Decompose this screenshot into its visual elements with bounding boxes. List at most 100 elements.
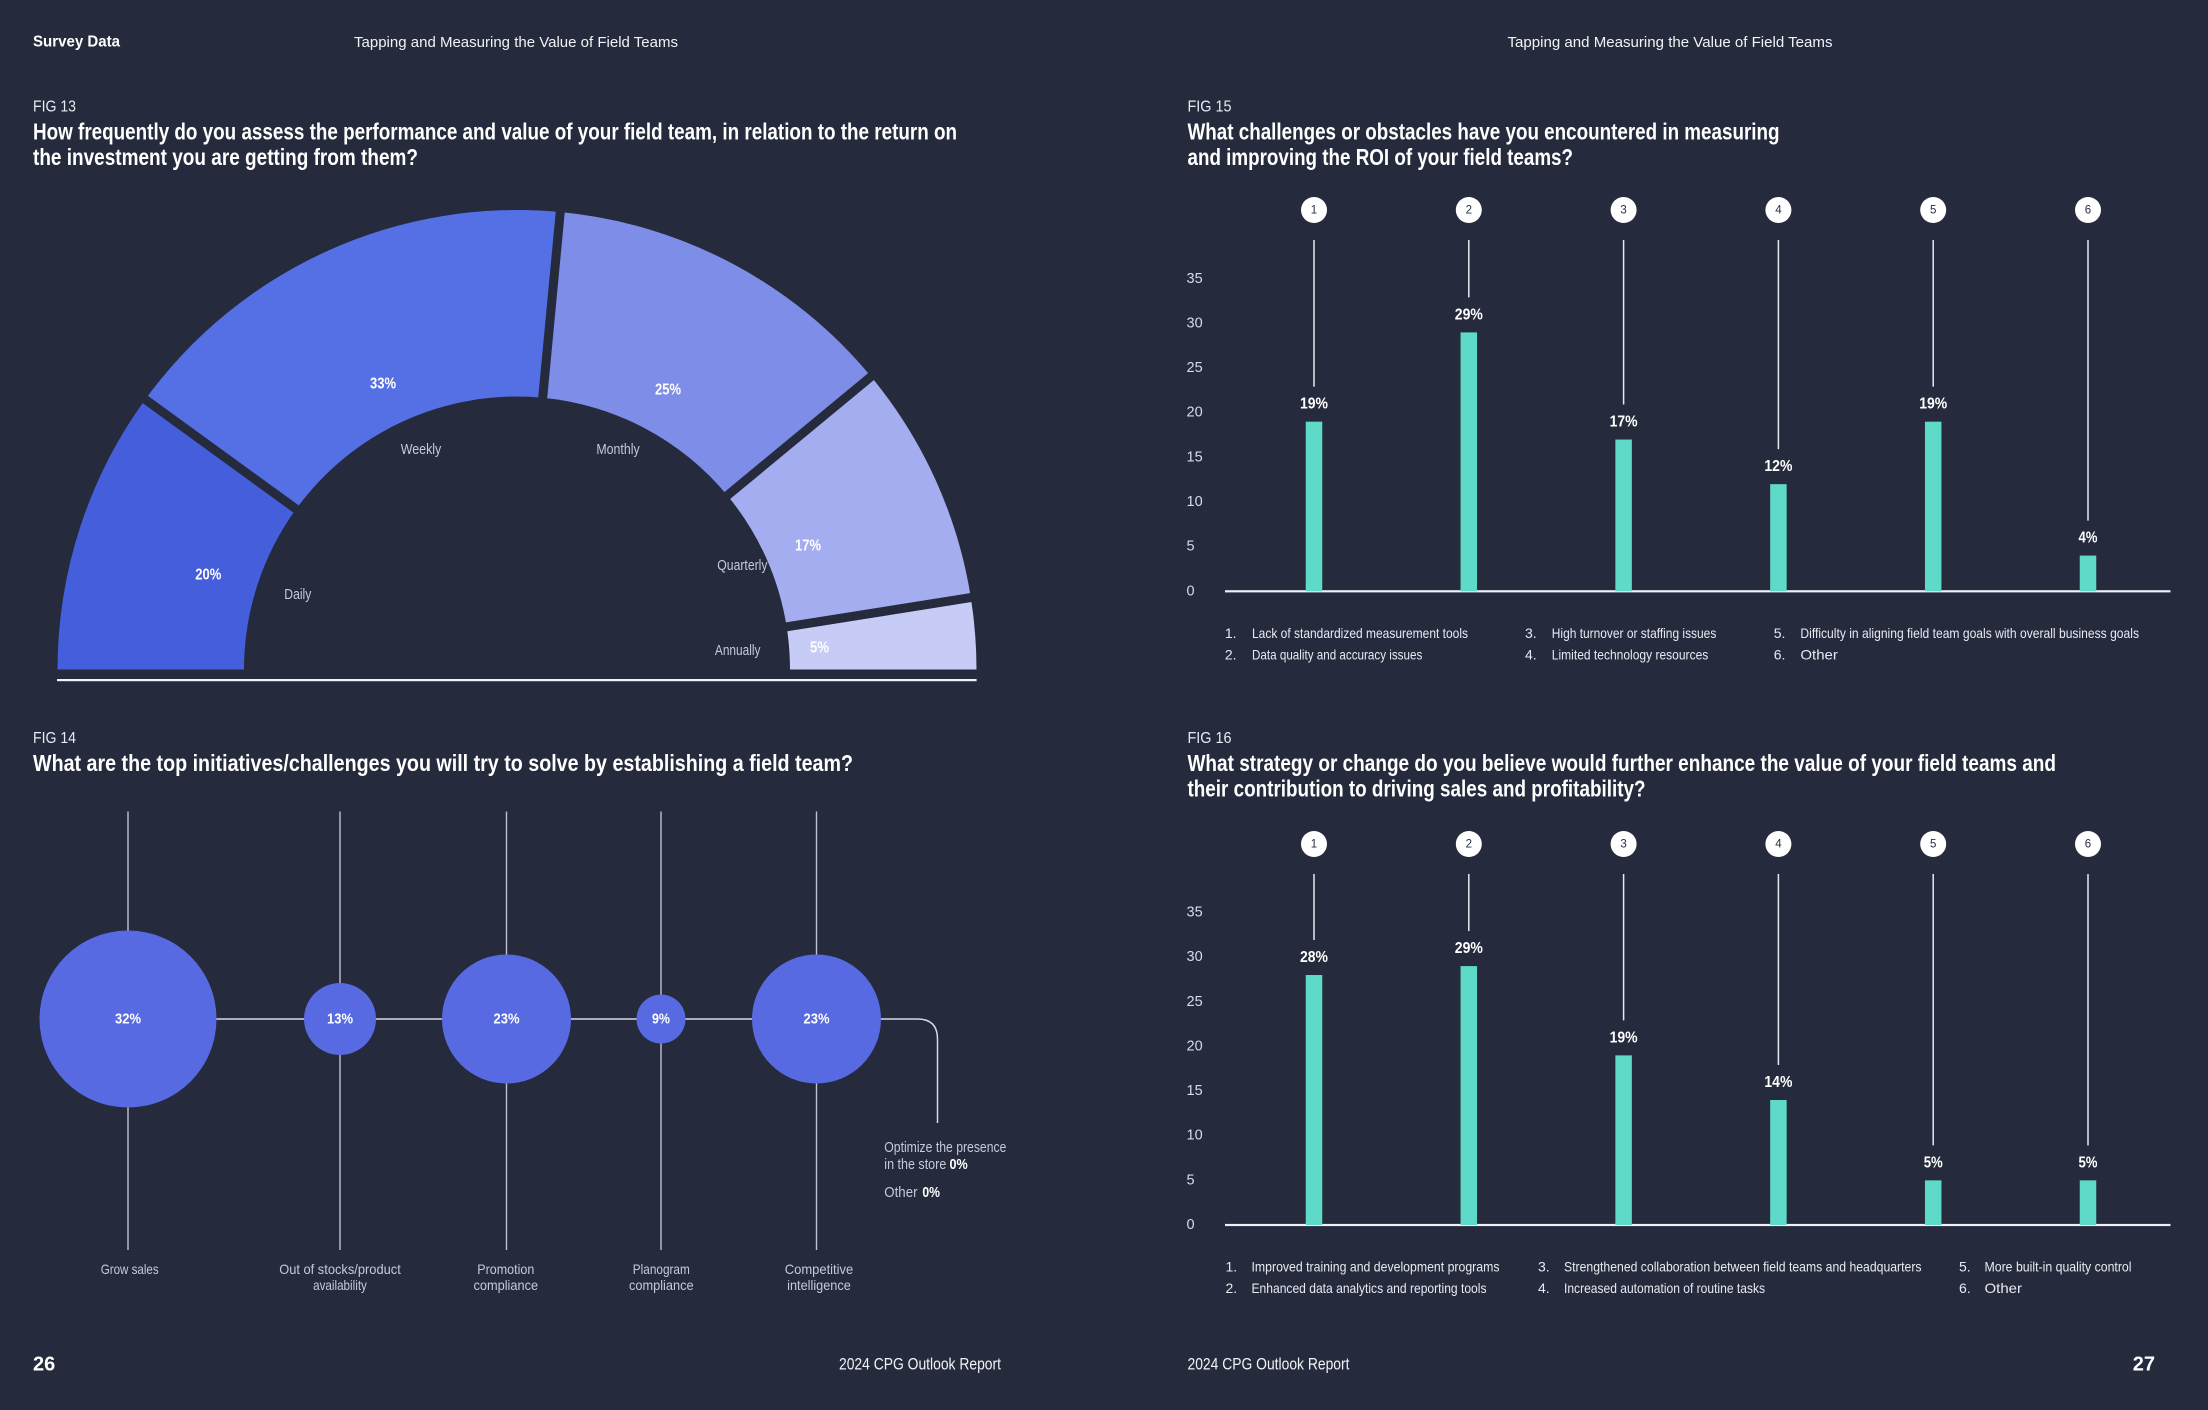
svg-text:Lack of standardized measureme: Lack of standardized measurement tools (1252, 625, 1468, 641)
svg-text:4.: 4. (1525, 646, 1537, 662)
svg-text:Promotion: Promotion (477, 1261, 534, 1277)
svg-text:28%: 28% (1300, 949, 1328, 966)
svg-text:14%: 14% (1764, 1074, 1792, 1091)
svg-text:5%: 5% (810, 639, 829, 656)
svg-text:Tapping and Measuring the Valu: Tapping and Measuring the Value of Field… (354, 34, 678, 51)
svg-text:compliance: compliance (629, 1277, 694, 1293)
svg-text:19%: 19% (1300, 396, 1328, 413)
svg-text:How frequently do you assess t: How frequently do you assess the perform… (33, 119, 957, 145)
svg-text:Strengthened collaboration bet: Strengthened collaboration between field… (1564, 1259, 1922, 1275)
svg-text:intelligence: intelligence (787, 1277, 851, 1293)
svg-text:17%: 17% (795, 538, 821, 555)
svg-text:27: 27 (2133, 1354, 2155, 1376)
svg-text:10: 10 (1187, 1128, 1203, 1144)
svg-text:in the store: in the store (884, 1157, 946, 1173)
svg-text:2024 CPG Outlook Report: 2024 CPG Outlook Report (839, 1356, 1001, 1374)
svg-text:25: 25 (1187, 360, 1203, 376)
svg-text:2.: 2. (1226, 1280, 1238, 1296)
svg-text:More built-in quality control: More built-in quality control (1985, 1259, 2132, 1275)
svg-text:3: 3 (1620, 839, 1626, 851)
svg-text:Monthly: Monthly (596, 441, 640, 458)
svg-text:Data quality and accuracy issu: Data quality and accuracy issues (1252, 646, 1422, 662)
svg-text:4.: 4. (1538, 1280, 1550, 1296)
svg-text:Enhanced data analytics and re: Enhanced data analytics and reporting to… (1252, 1280, 1487, 1296)
svg-text:Optimize the presence: Optimize the presence (884, 1140, 1006, 1156)
svg-text:Tapping and Measuring the Valu: Tapping and Measuring the Value of Field… (1508, 34, 1833, 51)
svg-text:High turnover or staffing issu: High turnover or staffing issues (1552, 625, 1717, 641)
svg-text:0: 0 (1187, 583, 1195, 599)
svg-text:6: 6 (2085, 205, 2091, 217)
svg-text:5%: 5% (1924, 1154, 1943, 1171)
svg-text:20: 20 (1187, 1038, 1203, 1054)
svg-text:30: 30 (1187, 949, 1203, 965)
svg-text:26: 26 (33, 1354, 55, 1376)
svg-text:6: 6 (2085, 839, 2091, 851)
svg-text:FIG 16: FIG 16 (1188, 730, 1232, 747)
svg-text:2: 2 (1466, 205, 1472, 217)
svg-text:Grow sales: Grow sales (101, 1261, 159, 1277)
svg-text:35: 35 (1187, 905, 1203, 921)
svg-text:Competitive: Competitive (785, 1261, 854, 1277)
svg-text:FIG 14: FIG 14 (33, 730, 76, 747)
svg-text:Difficulty in aligning field t: Difficulty in aligning field team goals … (1800, 625, 2139, 641)
svg-text:5: 5 (1930, 839, 1936, 851)
svg-text:5%: 5% (2079, 1154, 2098, 1171)
svg-text:the investment you are getting: the investment you are getting from them… (33, 144, 418, 170)
svg-text:10: 10 (1187, 494, 1203, 510)
svg-text:What are the top initiatives/c: What are the top initiatives/challenges … (33, 750, 853, 776)
svg-text:29%: 29% (1455, 940, 1483, 957)
svg-text:23%: 23% (804, 1011, 830, 1028)
svg-text:Other: Other (1985, 1280, 2023, 1296)
svg-text:3.: 3. (1538, 1259, 1550, 1275)
svg-text:15: 15 (1187, 1083, 1203, 1099)
svg-text:and improving the ROI of your: and improving the ROI of your field team… (1188, 144, 1574, 170)
svg-text:0: 0 (1187, 1217, 1195, 1233)
svg-text:Weekly: Weekly (401, 441, 442, 458)
svg-text:19%: 19% (1610, 1029, 1638, 1046)
svg-text:33%: 33% (370, 376, 396, 393)
svg-text:Daily: Daily (284, 586, 311, 603)
svg-text:2024 CPG Outlook Report: 2024 CPG Outlook Report (1188, 1356, 1350, 1374)
svg-text:their contribution to driving: their contribution to driving sales and … (1188, 776, 1646, 802)
svg-text:20: 20 (1187, 405, 1203, 421)
svg-text:Out of stocks/product: Out of stocks/product (279, 1261, 401, 1277)
svg-text:1.: 1. (1225, 625, 1237, 641)
svg-text:12%: 12% (1764, 458, 1792, 475)
svg-text:3.: 3. (1525, 625, 1537, 641)
svg-text:5: 5 (1187, 539, 1195, 555)
svg-text:Increased automation of routin: Increased automation of routine tasks (1564, 1280, 1765, 1296)
svg-text:What strategy or change do you: What strategy or change do you believe w… (1188, 750, 2057, 776)
svg-text:25: 25 (1187, 994, 1203, 1010)
svg-text:0%: 0% (922, 1185, 940, 1201)
svg-text:Quarterly: Quarterly (717, 557, 768, 574)
svg-text:35: 35 (1187, 271, 1203, 287)
svg-text:30: 30 (1187, 315, 1203, 331)
svg-text:17%: 17% (1610, 414, 1638, 431)
svg-text:0%: 0% (950, 1157, 968, 1173)
svg-text:1.: 1. (1226, 1259, 1238, 1275)
svg-text:Other: Other (884, 1185, 917, 1201)
svg-text:5: 5 (1930, 205, 1936, 217)
svg-text:4%: 4% (2079, 530, 2098, 547)
svg-text:Survey Data: Survey Data (33, 34, 120, 51)
svg-text:Planogram: Planogram (633, 1261, 690, 1277)
svg-text:Other: Other (1800, 646, 1838, 662)
svg-text:6.: 6. (1959, 1280, 1971, 1296)
svg-text:15: 15 (1187, 449, 1203, 465)
svg-text:25%: 25% (655, 382, 681, 399)
svg-text:13%: 13% (327, 1011, 353, 1028)
svg-text:2: 2 (1466, 839, 1472, 851)
svg-text:5: 5 (1187, 1172, 1195, 1188)
svg-text:Improved training and developm: Improved training and development progra… (1252, 1259, 1500, 1275)
svg-text:6.: 6. (1774, 646, 1786, 662)
svg-text:4: 4 (1775, 205, 1782, 217)
svg-text:9%: 9% (652, 1011, 670, 1028)
svg-text:availability: availability (313, 1277, 367, 1293)
svg-text:5.: 5. (1959, 1259, 1971, 1275)
svg-text:3: 3 (1620, 205, 1626, 217)
svg-text:FIG 13: FIG 13 (33, 99, 76, 116)
svg-text:FIG 15: FIG 15 (1188, 99, 1232, 116)
svg-text:Annually: Annually (715, 642, 761, 659)
svg-text:compliance: compliance (474, 1277, 539, 1293)
svg-text:Limited technology resources: Limited technology resources (1552, 646, 1709, 662)
